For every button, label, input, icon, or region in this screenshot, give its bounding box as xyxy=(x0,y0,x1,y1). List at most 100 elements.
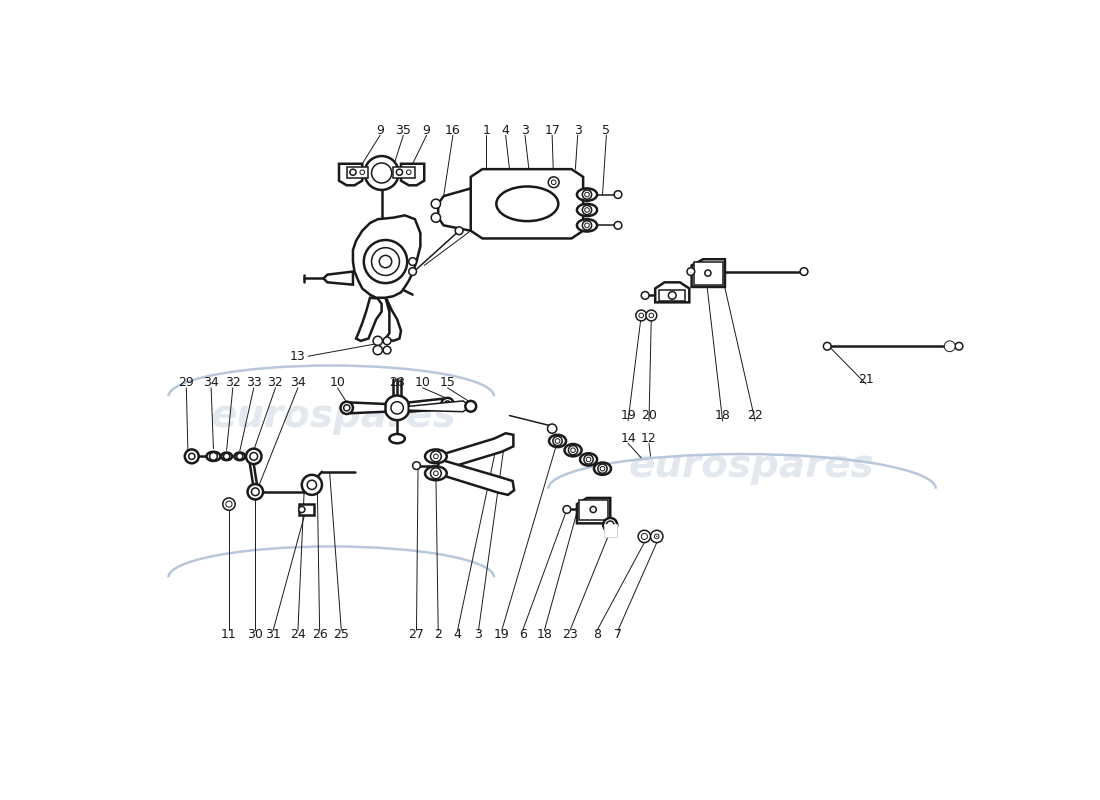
Text: 4: 4 xyxy=(453,629,462,642)
Circle shape xyxy=(364,240,407,283)
Text: 18: 18 xyxy=(537,629,552,642)
Circle shape xyxy=(301,475,322,495)
Text: 30: 30 xyxy=(248,629,263,642)
Circle shape xyxy=(548,424,557,434)
Text: 8: 8 xyxy=(593,629,601,642)
Text: 17: 17 xyxy=(544,124,560,137)
Circle shape xyxy=(598,464,607,474)
Circle shape xyxy=(955,342,962,350)
Text: 26: 26 xyxy=(311,629,328,642)
Bar xyxy=(394,167,415,178)
Circle shape xyxy=(585,223,590,228)
Text: 28: 28 xyxy=(389,376,405,389)
Text: 34: 34 xyxy=(290,376,306,389)
Polygon shape xyxy=(402,164,425,186)
Polygon shape xyxy=(323,271,353,285)
Text: 31: 31 xyxy=(265,629,280,642)
Text: 3: 3 xyxy=(521,124,529,137)
Text: 5: 5 xyxy=(603,124,611,137)
Circle shape xyxy=(646,310,657,321)
Circle shape xyxy=(372,163,392,183)
Text: 33: 33 xyxy=(246,376,262,389)
Text: 25: 25 xyxy=(333,629,350,642)
Circle shape xyxy=(606,521,614,529)
Circle shape xyxy=(307,480,317,490)
Circle shape xyxy=(373,336,383,346)
Text: 1: 1 xyxy=(482,124,491,137)
Text: 2: 2 xyxy=(434,629,442,642)
Circle shape xyxy=(433,471,438,476)
Polygon shape xyxy=(409,398,449,412)
Ellipse shape xyxy=(496,186,559,221)
Ellipse shape xyxy=(576,219,597,231)
Text: 4: 4 xyxy=(502,124,509,137)
Circle shape xyxy=(548,177,559,188)
Circle shape xyxy=(236,454,243,459)
Circle shape xyxy=(705,270,711,276)
Circle shape xyxy=(654,534,659,538)
Text: eurospares: eurospares xyxy=(628,446,874,485)
Ellipse shape xyxy=(576,188,597,201)
Text: 19: 19 xyxy=(494,629,509,642)
Circle shape xyxy=(824,342,832,350)
Circle shape xyxy=(252,488,260,496)
Text: 35: 35 xyxy=(395,124,411,137)
Circle shape xyxy=(364,156,398,190)
Text: 14: 14 xyxy=(620,432,636,445)
Circle shape xyxy=(383,337,390,345)
Circle shape xyxy=(185,450,199,463)
Text: eurospares: eurospares xyxy=(211,398,456,435)
Text: 7: 7 xyxy=(614,629,622,642)
Circle shape xyxy=(586,457,591,462)
Circle shape xyxy=(603,518,617,532)
Text: 34: 34 xyxy=(204,376,219,389)
Polygon shape xyxy=(339,164,362,186)
Ellipse shape xyxy=(580,454,597,466)
Circle shape xyxy=(650,530,663,542)
Bar xyxy=(694,262,723,285)
Circle shape xyxy=(639,313,643,318)
Ellipse shape xyxy=(425,450,447,463)
Polygon shape xyxy=(436,434,514,470)
Polygon shape xyxy=(692,259,725,287)
Polygon shape xyxy=(385,298,402,341)
Polygon shape xyxy=(353,215,420,298)
Ellipse shape xyxy=(594,462,610,475)
Circle shape xyxy=(383,346,390,354)
Circle shape xyxy=(379,255,392,268)
Polygon shape xyxy=(356,298,382,341)
Circle shape xyxy=(614,190,622,198)
Text: 32: 32 xyxy=(224,376,241,389)
Circle shape xyxy=(641,291,649,299)
Text: 16: 16 xyxy=(446,124,461,137)
Ellipse shape xyxy=(564,444,582,456)
Circle shape xyxy=(551,180,556,185)
Text: 23: 23 xyxy=(562,629,578,642)
Circle shape xyxy=(246,449,262,464)
Circle shape xyxy=(590,506,596,513)
Circle shape xyxy=(299,506,305,513)
Text: 6: 6 xyxy=(519,629,527,642)
Ellipse shape xyxy=(207,452,220,461)
Text: 19: 19 xyxy=(620,409,636,422)
Circle shape xyxy=(569,446,578,455)
Text: 18: 18 xyxy=(715,409,730,422)
Text: 10: 10 xyxy=(330,376,345,389)
Ellipse shape xyxy=(425,466,447,480)
Circle shape xyxy=(582,190,592,199)
Circle shape xyxy=(431,199,440,209)
Polygon shape xyxy=(656,282,690,302)
Circle shape xyxy=(350,169,356,175)
Circle shape xyxy=(409,268,417,275)
Circle shape xyxy=(396,169,403,175)
Circle shape xyxy=(430,468,441,478)
Circle shape xyxy=(688,268,695,275)
Circle shape xyxy=(641,534,648,539)
Circle shape xyxy=(430,451,441,462)
Circle shape xyxy=(223,454,230,459)
Circle shape xyxy=(582,206,592,214)
Circle shape xyxy=(409,258,417,266)
Bar xyxy=(299,504,315,515)
Bar xyxy=(659,290,685,301)
Circle shape xyxy=(433,454,438,458)
